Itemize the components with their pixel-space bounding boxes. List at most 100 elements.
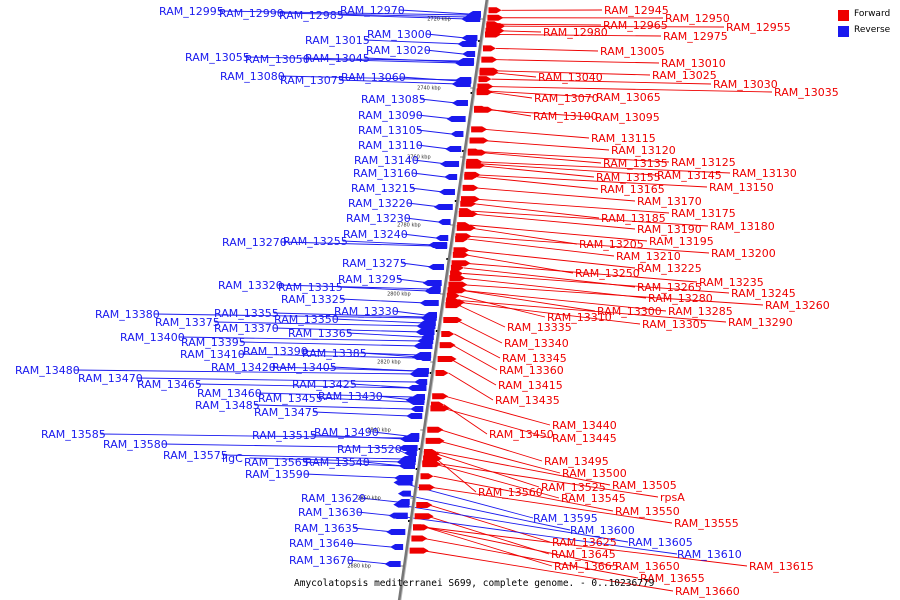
forward-gene-label[interactable]: RAM_12975 bbox=[663, 30, 728, 43]
forward-gene-label[interactable]: RAM_13170 bbox=[637, 195, 702, 208]
forward-gene-label[interactable]: RAM_13650 bbox=[615, 560, 680, 573]
reverse-gene-label[interactable]: RAM_13515 bbox=[252, 429, 317, 442]
reverse-gene-label[interactable]: RAM_13670 bbox=[289, 554, 354, 567]
reverse-gene-label[interactable]: RAM_13090 bbox=[358, 109, 423, 122]
reverse-gene-label[interactable]: RAM_13105 bbox=[358, 124, 423, 137]
forward-gene-label[interactable]: RAM_13285 bbox=[668, 305, 733, 318]
reverse-gene-label[interactable]: RAM_13400 bbox=[120, 331, 185, 344]
forward-gene-label[interactable]: RAM_13250 bbox=[575, 267, 640, 280]
forward-gene-label[interactable]: RAM_13345 bbox=[502, 352, 567, 365]
forward-gene-label[interactable]: RAM_13095 bbox=[595, 111, 660, 124]
forward-gene-label[interactable]: RAM_13495 bbox=[544, 455, 609, 468]
reverse-gene-label[interactable]: RAM_13420 bbox=[211, 361, 276, 374]
reverse-gene-label[interactable]: RAM_13475 bbox=[254, 406, 319, 419]
reverse-gene-label[interactable]: RAM_13080 bbox=[220, 70, 285, 83]
forward-gene-label[interactable]: RAM_13115 bbox=[591, 132, 656, 145]
reverse-gene-label[interactable]: RAM_13045 bbox=[305, 52, 370, 65]
reverse-gene-label[interactable]: RAM_13000 bbox=[367, 28, 432, 41]
forward-gene-label[interactable]: RAM_12950 bbox=[665, 12, 730, 25]
forward-gene-label[interactable]: RAM_13525 bbox=[541, 481, 606, 494]
forward-gene-label[interactable]: RAM_12965 bbox=[603, 19, 668, 32]
reverse-gene-label[interactable]: RAM_13350 bbox=[274, 313, 339, 326]
forward-gene-label[interactable]: RAM_13440 bbox=[552, 419, 617, 432]
reverse-gene-label[interactable]: RAM_13610 bbox=[677, 548, 742, 561]
reverse-gene-label[interactable]: RAM_13470 bbox=[78, 372, 143, 385]
reverse-gene-label[interactable]: RAM_13485 bbox=[195, 399, 260, 412]
forward-gene-label[interactable]: RAM_13150 bbox=[709, 181, 774, 194]
reverse-gene-label[interactable]: RAM_13110 bbox=[358, 139, 423, 152]
forward-gene-label[interactable]: RAM_13415 bbox=[498, 379, 563, 392]
reverse-gene-label[interactable]: RAM_13215 bbox=[351, 182, 416, 195]
forward-gene-label[interactable]: RAM_13100 bbox=[533, 110, 598, 123]
forward-gene-label[interactable]: RAM_13245 bbox=[731, 287, 796, 300]
reverse-gene-label[interactable]: RAM_13630 bbox=[298, 506, 363, 519]
forward-gene-label[interactable]: RAM_13130 bbox=[732, 167, 797, 180]
reverse-gene-label[interactable]: RAM_13565 bbox=[244, 456, 309, 469]
forward-gene-label[interactable]: RAM_13300 bbox=[597, 305, 662, 318]
forward-gene-label[interactable]: RAM_13005 bbox=[600, 45, 665, 58]
reverse-gene-label[interactable]: RAM_13370 bbox=[214, 322, 279, 335]
forward-gene-label[interactable]: RAM_13035 bbox=[774, 86, 839, 99]
reverse-gene-label[interactable]: RAM_13390 bbox=[243, 345, 308, 358]
forward-gene-label[interactable]: RAM_13025 bbox=[652, 69, 717, 82]
reverse-gene-label[interactable]: RAM_13230 bbox=[346, 212, 411, 225]
reverse-gene-label[interactable]: RAM_13320 bbox=[218, 279, 283, 292]
forward-gene-label[interactable]: RAM_13260 bbox=[765, 299, 830, 312]
reverse-gene-label[interactable]: RAM_13640 bbox=[289, 537, 354, 550]
forward-gene-label[interactable]: RAM_13280 bbox=[648, 292, 713, 305]
reverse-gene-label[interactable]: RAM_13075 bbox=[280, 74, 345, 87]
forward-gene-label[interactable]: RAM_13145 bbox=[657, 169, 722, 182]
reverse-gene-label[interactable]: RAM_13590 bbox=[245, 468, 310, 481]
forward-gene-label[interactable]: RAM_13195 bbox=[649, 235, 714, 248]
reverse-gene-label[interactable]: RAM_13465 bbox=[137, 378, 202, 391]
reverse-gene-label[interactable]: RAM_13160 bbox=[353, 167, 418, 180]
reverse-gene-label[interactable]: RAM_13455 bbox=[258, 392, 323, 405]
reverse-gene-label[interactable]: RAM_13385 bbox=[302, 347, 367, 360]
reverse-gene-label[interactable]: RAM_13600 bbox=[570, 524, 635, 537]
reverse-gene-label[interactable]: RAM_13255 bbox=[283, 235, 348, 248]
reverse-gene-label[interactable]: RAM_13410 bbox=[180, 348, 245, 361]
forward-gene-label[interactable]: RAM_13560 bbox=[478, 486, 543, 499]
forward-gene-label[interactable]: RAM_13665 bbox=[554, 560, 619, 573]
reverse-gene-label[interactable]: RAM_13325 bbox=[281, 293, 346, 306]
forward-gene-label[interactable]: RAM_13210 bbox=[616, 250, 681, 263]
reverse-gene-label[interactable]: RAM_13405 bbox=[272, 361, 337, 374]
forward-gene-label[interactable]: RAM_13660 bbox=[675, 585, 740, 598]
reverse-gene-label[interactable]: RAM_13585 bbox=[41, 428, 106, 441]
forward-gene-label[interactable]: RAM_13545 bbox=[561, 492, 626, 505]
forward-gene-label[interactable]: RAM_13550 bbox=[615, 505, 680, 518]
reverse-gene-label[interactable]: RAM_12985 bbox=[279, 9, 344, 22]
forward-gene-label[interactable]: RAM_13125 bbox=[671, 156, 736, 169]
forward-gene-label[interactable]: RAM_13310 bbox=[547, 311, 612, 324]
forward-gene-label[interactable]: RAM_12955 bbox=[726, 21, 791, 34]
forward-gene-label[interactable]: rpsA bbox=[660, 491, 685, 504]
forward-gene-label[interactable]: RAM_13205 bbox=[579, 238, 644, 251]
forward-gene-label[interactable]: RAM_13155 bbox=[596, 171, 661, 184]
forward-gene-label[interactable]: RAM_13290 bbox=[728, 316, 793, 329]
reverse-gene-label[interactable]: RAM_13330 bbox=[334, 305, 399, 318]
forward-gene-label[interactable]: RAM_13645 bbox=[551, 548, 616, 561]
forward-gene-label[interactable]: RAM_13010 bbox=[661, 57, 726, 70]
forward-gene-label[interactable]: RAM_13235 bbox=[699, 276, 764, 289]
forward-gene-label[interactable]: RAM_13225 bbox=[637, 262, 702, 275]
forward-gene-label[interactable]: RAM_13305 bbox=[642, 318, 707, 331]
forward-gene-label[interactable]: RAM_13200 bbox=[711, 247, 776, 260]
forward-gene-label[interactable]: RAM_13185 bbox=[601, 212, 666, 225]
forward-gene-label[interactable]: RAM_13175 bbox=[671, 207, 736, 220]
reverse-gene-label[interactable]: RAM_13240 bbox=[343, 228, 408, 241]
reverse-gene-label[interactable]: RAM_13085 bbox=[361, 93, 426, 106]
forward-gene-label[interactable]: RAM_13615 bbox=[749, 560, 814, 573]
reverse-gene-label[interactable]: RAM_13595 bbox=[533, 512, 598, 525]
reverse-gene-label[interactable]: RAM_13605 bbox=[628, 536, 693, 549]
reverse-gene-label[interactable]: RAM_13365 bbox=[288, 327, 353, 340]
forward-gene-label[interactable]: RAM_13265 bbox=[637, 281, 702, 294]
reverse-gene-label[interactable]: RAM_13295 bbox=[338, 273, 403, 286]
reverse-gene-label[interactable]: RAM_13425 bbox=[292, 378, 357, 391]
reverse-gene-label[interactable]: RAM_13490 bbox=[314, 426, 379, 439]
forward-gene-label[interactable]: RAM_13655 bbox=[640, 572, 705, 585]
reverse-gene-label[interactable]: RAM_13060 bbox=[341, 71, 406, 84]
forward-gene-label[interactable]: RAM_13435 bbox=[495, 394, 560, 407]
reverse-gene-label[interactable]: RAM_13315 bbox=[278, 281, 343, 294]
forward-gene-label[interactable]: RAM_13165 bbox=[600, 183, 665, 196]
forward-gene-label[interactable]: RAM_13360 bbox=[499, 364, 564, 377]
